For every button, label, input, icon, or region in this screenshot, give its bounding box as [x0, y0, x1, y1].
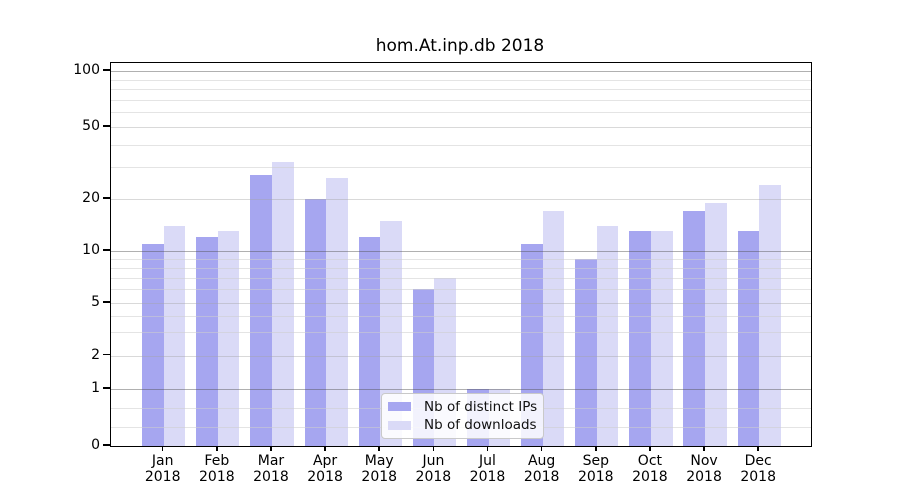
- bar-downloads-feb: [217, 231, 240, 446]
- y-tick-mark: [103, 249, 110, 251]
- chart-title: hom.At.inp.db 2018: [375, 36, 545, 56]
- bar-distinct-ips-nov: [683, 211, 706, 446]
- y-tick-label: 1: [91, 380, 100, 396]
- x-tick-mark: [216, 446, 218, 451]
- legend-item-downloads: Nb of downloads: [388, 417, 537, 434]
- x-tick-label-feb: Feb 2018: [199, 453, 235, 485]
- y-tick-label: 10: [82, 242, 100, 258]
- minor-gridline: [111, 112, 811, 114]
- legend-swatch-downloads: [388, 420, 411, 430]
- y-tick-mark: [103, 444, 110, 446]
- x-tick-mark: [161, 446, 164, 451]
- x-tick-mark: [270, 446, 272, 451]
- minor-gridline: [111, 332, 811, 334]
- bar-downloads-may: [380, 220, 402, 446]
- x-tick-label-nov: Nov 2018: [686, 453, 722, 485]
- x-tick-mark: [486, 446, 489, 451]
- minor-gridline: [111, 258, 811, 260]
- x-tick-label-mar: Mar 2018: [253, 453, 289, 485]
- bar-distinct-ips-apr: [304, 199, 327, 446]
- major-gridline: [111, 127, 811, 128]
- bar-downloads-jan: [163, 225, 186, 446]
- x-tick-label-may: May 2018: [361, 453, 398, 485]
- bar-downloads-oct: [650, 231, 673, 446]
- bar-distinct-ips-sep: [575, 258, 597, 446]
- y-tick-label: 2: [91, 346, 100, 363]
- minor-gridline: [111, 144, 811, 146]
- bar-downloads-sep: [596, 225, 619, 446]
- bar-distinct-ips-oct: [629, 231, 651, 446]
- minor-gridline: [111, 315, 811, 317]
- bar-downloads-apr: [326, 178, 348, 446]
- bar-distinct-ips-jan: [142, 243, 164, 446]
- major-gridline: [111, 355, 811, 357]
- x-tick-mark: [649, 446, 651, 451]
- y-tick-label: 20: [82, 190, 100, 206]
- minor-gridline: [111, 267, 811, 269]
- bar-downloads-nov: [705, 202, 727, 446]
- minor-gridline: [111, 289, 811, 291]
- y-tick-label: 100: [73, 62, 100, 78]
- major-gridline: [111, 251, 811, 252]
- x-tick-mark: [324, 446, 326, 451]
- bar-downloads-mar: [271, 162, 294, 446]
- legend-swatch-distinct-ips: [388, 402, 411, 412]
- x-tick-mark: [757, 446, 759, 451]
- major-gridline: [111, 389, 811, 390]
- minor-gridline: [111, 167, 811, 169]
- legend: Nb of distinct IPs Nb of downloads: [381, 393, 544, 439]
- x-tick-mark: [703, 446, 705, 451]
- legend-item-distinct-ips: Nb of distinct IPs: [388, 398, 538, 415]
- bar-distinct-ips-dec: [737, 231, 760, 446]
- x-tick-mark: [432, 446, 435, 451]
- x-tick-label-aug: Aug 2018: [523, 453, 560, 485]
- x-tick-label-apr: Apr 2018: [307, 453, 343, 485]
- legend-label-downloads: Nb of downloads: [424, 417, 537, 434]
- x-tick-mark: [595, 446, 597, 451]
- minor-gridline: [111, 277, 811, 279]
- x-tick-mark: [378, 446, 380, 451]
- bar-downloads-dec: [759, 184, 781, 446]
- y-tick-label: 0: [91, 437, 100, 453]
- major-gridline: [111, 303, 811, 304]
- plot-area: Nb of distinct IPs Nb of downloads: [110, 62, 812, 447]
- y-tick-mark: [103, 353, 110, 356]
- y-tick-label: 50: [82, 118, 100, 134]
- x-tick-label-oct: Oct 2018: [632, 453, 668, 485]
- minor-gridline: [111, 89, 811, 91]
- minor-gridline: [111, 99, 811, 101]
- y-tick-mark: [103, 301, 110, 303]
- x-tick-label-jan: Jan 2018: [144, 453, 181, 485]
- minor-gridline: [111, 79, 811, 81]
- x-tick-label-jul: Jul 2018: [469, 453, 506, 485]
- x-tick-label-jun: Jun 2018: [415, 453, 452, 485]
- y-tick-mark: [103, 387, 110, 389]
- major-gridline: [111, 71, 811, 72]
- bar-downloads-aug: [542, 211, 565, 446]
- x-tick-mark: [540, 446, 543, 451]
- bar-distinct-ips-mar: [250, 175, 272, 446]
- major-gridline: [111, 199, 811, 200]
- y-tick-mark: [103, 125, 110, 127]
- y-tick-mark: [103, 197, 110, 199]
- y-tick-mark: [103, 69, 110, 71]
- y-tick-label: 5: [91, 294, 100, 310]
- x-tick-label-sep: Sep 2018: [577, 453, 614, 485]
- legend-label-distinct-ips: Nb of distinct IPs: [424, 398, 538, 415]
- x-tick-label-dec: Dec 2018: [740, 453, 776, 485]
